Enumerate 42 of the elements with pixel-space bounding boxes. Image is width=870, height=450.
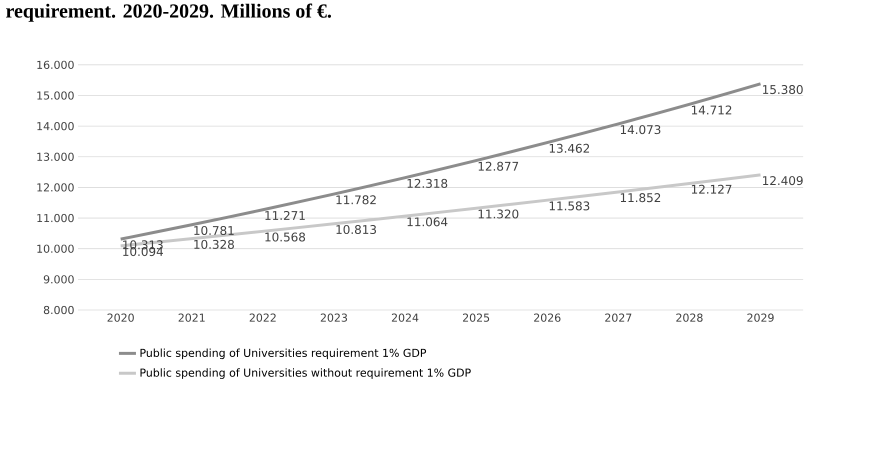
data-label: 11.271 xyxy=(265,210,305,220)
data-label: 10.781 xyxy=(194,226,234,236)
y-tick-label: 12.000 xyxy=(37,183,74,192)
y-tick-label: 13.000 xyxy=(37,152,74,161)
data-label: 12.877 xyxy=(478,162,518,171)
y-tick-label: 10.000 xyxy=(37,244,74,253)
x-tick-label: 2024 xyxy=(392,314,418,322)
data-label: 12.318 xyxy=(408,178,448,188)
x-tick-label: 2023 xyxy=(320,314,347,322)
data-label: 13.462 xyxy=(550,144,590,153)
x-tick-label: 2021 xyxy=(178,314,205,322)
y-tick-label: 8.000 xyxy=(44,306,74,314)
data-label: 14.712 xyxy=(692,106,732,114)
y-tick-label: 9.000 xyxy=(44,275,74,284)
data-label: 10.813 xyxy=(336,224,376,234)
y-tick-label: 14.000 xyxy=(37,122,74,130)
data-label: 11.064 xyxy=(408,217,448,226)
data-label: 10.568 xyxy=(265,232,306,242)
data-label: 11.852 xyxy=(620,193,660,202)
data-label: 12.409 xyxy=(763,176,803,186)
x-tick-label: 2025 xyxy=(462,314,490,322)
data-label: 11.782 xyxy=(336,195,376,204)
legend-label: Public spending of Universities requirement 1% GDP xyxy=(140,348,426,360)
x-tick-label: 2027 xyxy=(605,314,632,322)
y-tick-label: 11.000 xyxy=(37,214,74,222)
data-label: 12.127 xyxy=(692,184,732,194)
data-label: 11.583 xyxy=(550,201,590,210)
x-tick-label: 2020 xyxy=(108,314,134,322)
data-label: 14.073 xyxy=(620,125,660,134)
x-tick-label: 2028 xyxy=(676,314,703,322)
line-series xyxy=(119,82,762,241)
x-tick-label: 2029 xyxy=(747,314,774,322)
legend-label: Public spending of Universities without requirement 1% GDP xyxy=(140,368,471,379)
y-tick-label: 15.000 xyxy=(37,91,74,100)
x-tick-label: 2022 xyxy=(250,314,276,322)
chart-title: requirement. 2020-2029. Millions of €. xyxy=(6,4,332,22)
data-label: 15.380 xyxy=(763,85,803,94)
x-tick-label: 2026 xyxy=(534,314,560,322)
data-label: 10.328 xyxy=(194,240,234,249)
y-tick-label: 16.000 xyxy=(37,60,74,69)
line-series xyxy=(119,173,762,248)
data-label: 11.320 xyxy=(478,209,518,218)
